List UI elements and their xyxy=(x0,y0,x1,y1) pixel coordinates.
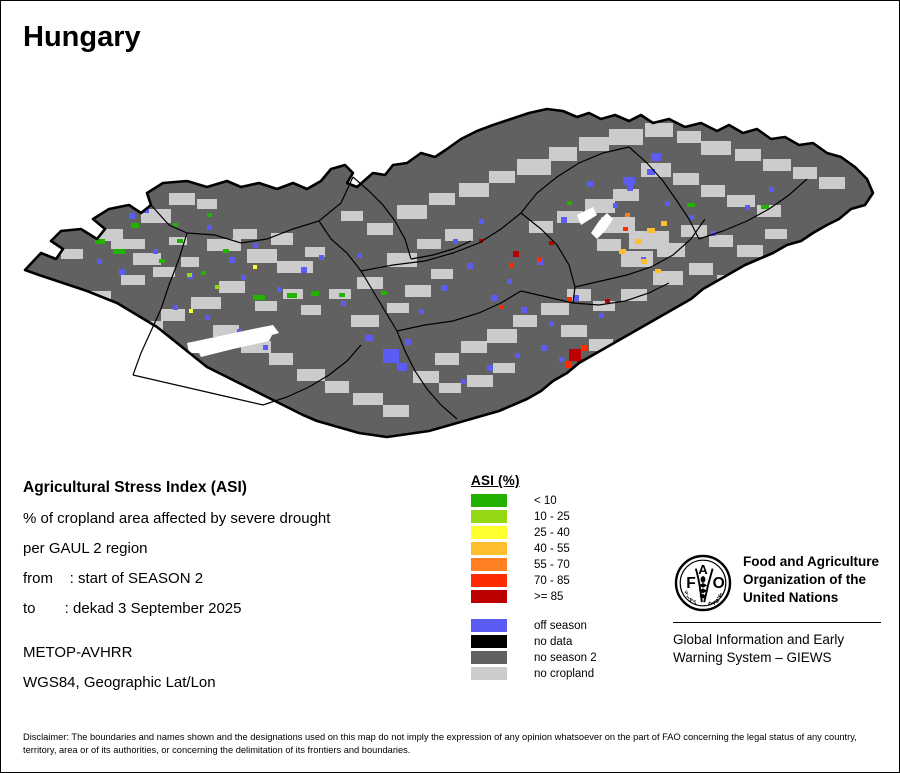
svg-text:P: P xyxy=(707,601,712,608)
legend-swatch-lt10 xyxy=(471,494,507,507)
legend-spacer xyxy=(471,605,597,618)
legend-item-lt10[interactable]: < 10 xyxy=(471,493,597,508)
legend-swatch-no-data xyxy=(471,635,507,648)
legend-item-gte85[interactable]: >= 85 xyxy=(471,589,597,604)
legend-label-55-70: 55 - 70 xyxy=(534,558,570,571)
legend-label-40-55: 40 - 55 xyxy=(534,542,570,555)
giews-line-1: Global Information and Early xyxy=(673,632,845,647)
map-raster-layer xyxy=(25,109,873,437)
water-bodies xyxy=(187,207,613,357)
caption-heading: Agricultural Stress Index (ASI) xyxy=(23,479,247,496)
legend-item-25-40[interactable]: 25 - 40 xyxy=(471,525,597,540)
asi-midclass-pixels xyxy=(187,213,667,313)
giews-programme: Global Information and Early Warning Sys… xyxy=(673,631,885,667)
caption-period-to: to : dekad 3 September 2025 xyxy=(23,600,242,617)
caption-projection: WGS84, Geographic Lat/Lon xyxy=(23,674,216,691)
caption-spacer xyxy=(23,630,443,644)
svg-text:O: O xyxy=(713,575,725,592)
legend-item-40-55[interactable]: 40 - 55 xyxy=(471,541,597,556)
legend-title: ASI (%) xyxy=(471,473,520,488)
legend-swatch-no-season-2 xyxy=(471,651,507,664)
caption-sensor: METOP-AVHRR xyxy=(23,644,133,661)
national-boundary xyxy=(23,107,875,439)
map-canvas[interactable] xyxy=(1,53,899,453)
legend-item-off-season[interactable]: off season xyxy=(471,618,597,633)
legend-swatch-70-85 xyxy=(471,574,507,587)
legend-label-lt10: < 10 xyxy=(534,494,557,507)
page-title: Hungary xyxy=(23,21,141,53)
legend-label-no-cropland: no cropland xyxy=(534,667,595,680)
legend-swatch-10-25 xyxy=(471,510,507,523)
legend-item-no-data[interactable]: no data xyxy=(471,634,597,649)
legend-swatch-gte85 xyxy=(471,590,507,603)
legend-label-70-85: 70 - 85 xyxy=(534,574,570,587)
caption-line-1: % of cropland area affected by severe dr… xyxy=(23,510,331,527)
legend-swatch-40-55 xyxy=(471,542,507,555)
legend-item-55-70[interactable]: 55 - 70 xyxy=(471,557,597,572)
svg-text:S: S xyxy=(716,593,723,599)
giews-line-2: Warning System – GIEWS xyxy=(673,650,832,666)
svg-text:N: N xyxy=(713,598,720,605)
caption-period-from: from : start of SEASON 2 xyxy=(23,570,204,587)
legend-swatch-55-70 xyxy=(471,558,507,571)
legend-swatch-no-cropland xyxy=(471,667,507,680)
legend-swatch-25-40 xyxy=(471,526,507,539)
svg-text:F: F xyxy=(684,589,691,596)
disclaimer-text: Disclaimer: The boundaries and names sho… xyxy=(23,732,857,756)
map-caption: Agricultural Stress Index (ASI) % of cro… xyxy=(23,479,443,704)
svg-text:F: F xyxy=(686,575,696,592)
fao-logo-icon: F A O F I A T P A xyxy=(674,554,732,612)
asi-class-lt10-pixels xyxy=(65,201,769,316)
map-legend: ASI (%) < 10 10 - 25 25 - 40 40 - 55 55 … xyxy=(471,473,597,682)
fao-divider xyxy=(673,622,881,623)
svg-text:I: I xyxy=(715,595,721,600)
svg-text:A: A xyxy=(688,597,694,604)
admin-boundaries-level2 xyxy=(132,146,808,420)
legend-label-off-season: off season xyxy=(534,619,587,632)
svg-text:A: A xyxy=(710,600,716,607)
legend-label-no-season-2: no season 2 xyxy=(534,651,597,664)
fao-org-line-3: United Nations xyxy=(743,589,839,605)
legend-label-10-25: 10 - 25 xyxy=(534,510,570,523)
fao-branding: F A O F I A T P A xyxy=(673,553,885,667)
legend-label-no-data: no data xyxy=(534,635,573,648)
legend-label-25-40: 25 - 40 xyxy=(534,526,570,539)
legend-item-70-85[interactable]: 70 - 85 xyxy=(471,573,597,588)
legend-item-no-season-2[interactable]: no season 2 xyxy=(471,650,597,665)
svg-text:I: I xyxy=(686,595,691,601)
legend-swatch-off-season xyxy=(471,619,507,632)
legend-item-10-25[interactable]: 10 - 25 xyxy=(471,509,597,524)
svg-text:T: T xyxy=(693,600,699,607)
fao-org-line-2: Organization of the xyxy=(743,571,866,587)
caption-line-2: per GAUL 2 region xyxy=(23,540,148,557)
fao-org-line-1: Food and Agriculture xyxy=(743,554,879,569)
svg-text:A: A xyxy=(698,562,708,577)
legend-item-no-cropland[interactable]: no cropland xyxy=(471,666,597,681)
hungary-map-svg[interactable] xyxy=(1,53,899,453)
legend-label-gte85: >= 85 xyxy=(534,590,564,603)
